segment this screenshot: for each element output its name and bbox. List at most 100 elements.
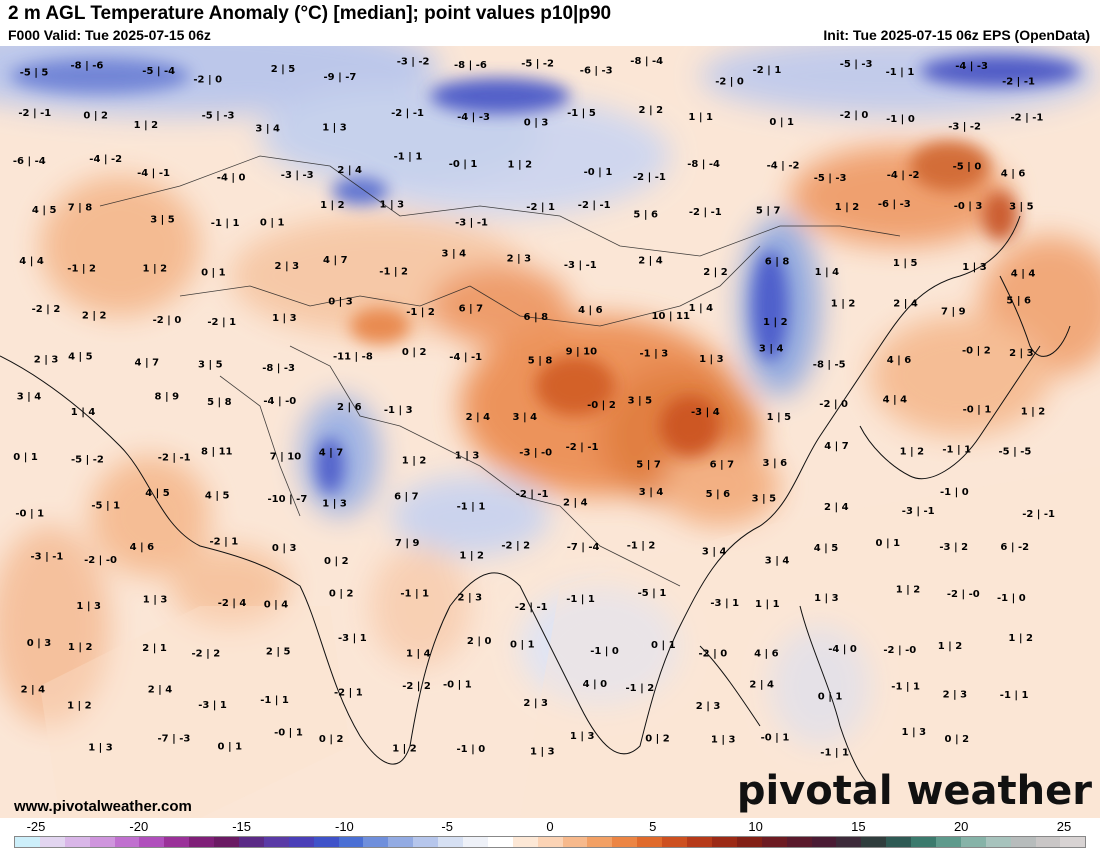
point-value-label: 5 | 6 [706,489,731,500]
colorbar-swatch [563,837,588,847]
point-value-label: -0 | 1 [15,509,44,520]
point-value-label: 2 | 4 [148,685,173,696]
point-value-label: 0 | 1 [13,452,38,463]
point-value-label: -8 | -6 [71,60,104,71]
point-value-label: -3 | -2 [397,57,430,68]
point-value-label: 3 | 4 [442,249,467,260]
colorbar-swatch [737,837,762,847]
point-value-label: -2 | 1 [334,688,363,699]
point-value-label: -8 | -4 [630,56,663,67]
point-value-label: 1 | 2 [1021,407,1046,418]
point-value-label: -6 | -3 [878,199,911,210]
point-value-label: 2 | 2 [82,311,107,322]
colorbar-swatch [936,837,961,847]
point-value-label: 0 | 2 [945,734,970,745]
point-value-label: -2 | -1 [1022,509,1055,520]
point-value-label: 0 | 2 [324,556,349,567]
point-value-label: 5 | 6 [633,210,658,221]
point-value-label: 1 | 3 [455,451,480,462]
point-value-label: 2 | 4 [638,255,663,266]
point-value-label: 3 | 4 [765,556,790,567]
point-value-label: 0 | 3 [272,543,297,554]
point-value-label: 1 | 2 [835,202,860,213]
point-value-label: 0 | 1 [201,268,226,279]
point-value-label: -4 | -1 [137,168,170,179]
point-value-label: -1 | 2 [626,683,655,694]
temperature-anomaly-map[interactable]: -5 | 5 -8 | -6 -5 | -4 -2 | 0 2 | 5 -9 | -7 -3… [0,46,1100,818]
point-value-label: 1 | 2 [831,298,856,309]
point-value-label: -2 | 0 [153,315,182,326]
point-value-label: 1 | 2 [320,200,345,211]
point-value-label: -4 | 0 [217,172,246,183]
point-value-label: 9 | 10 [566,347,598,358]
colorbar-swatch [314,837,339,847]
point-value-label: 0 | 1 [260,217,285,228]
point-value-label: -4 | 0 [828,644,857,655]
point-value-label: -1 | 1 [211,218,240,229]
point-value-label: 7 | 9 [395,538,420,549]
colorbar-swatch [363,837,388,847]
point-value-label: 0 | 4 [264,599,289,610]
valid-time: F000 Valid: Tue 2025-07-15 06z [8,27,211,43]
colorbar-swatch [339,837,364,847]
point-value-label: 1 | 3 [699,354,724,365]
point-value-label: 0 | 1 [510,640,535,651]
point-value-label: 0 | 2 [319,734,344,745]
point-value-label: 3 | 4 [513,412,538,423]
point-value-label: 1 | 5 [893,258,918,269]
colorbar-swatch [762,837,787,847]
point-value-label: 2 | 4 [563,498,588,509]
colorbar-swatch [587,837,612,847]
site-url[interactable]: www.pivotalweather.com [14,798,192,815]
colorbar-swatch [513,837,538,847]
colorbar-tick-label: 25 [1057,819,1071,834]
point-value-label: 4 | 6 [754,649,779,660]
colorbar-swatch [90,837,115,847]
point-value-label: 2 | 4 [21,684,46,695]
point-value-label: 1 | 3 [711,735,736,746]
point-value-label: 3 | 6 [763,458,788,469]
point-value-label: -1 | 0 [590,646,619,657]
point-value-label: 2 | 3 [1009,348,1034,359]
point-value-label: 4 | 5 [205,490,230,501]
colorbar-swatch [413,837,438,847]
point-value-label: 3 | 4 [759,344,784,355]
point-value-label: 6 | -2 [1000,542,1029,553]
point-value-label: 0 | 2 [645,734,670,745]
point-value-label: -2 | -1 [1002,77,1035,88]
point-value-label: -1 | 1 [886,67,915,78]
point-value-label: 1 | 3 [76,601,101,612]
point-value-label: -1 | 3 [640,349,669,360]
init-time: Init: Tue 2025-07-15 06z EPS (OpenData) [823,27,1090,43]
point-value-label: -2 | -1 [578,200,611,211]
point-value-label: 3 | 4 [639,487,664,498]
point-value-label: 2 | 3 [458,593,483,604]
colorbar-tick-label: -15 [232,819,251,834]
point-value-label: 7 | 8 [68,202,93,213]
colorbar-swatch [438,837,463,847]
colorbar-swatch [538,837,563,847]
point-value-label: 2 | 0 [467,636,492,647]
point-value-label: 1 | 1 [755,599,780,610]
point-value-label: 2 | 2 [639,105,664,116]
brand-logo: pivotal weather [737,768,1092,814]
point-value-label: -0 | 1 [449,159,478,170]
point-value-label: -4 | -3 [955,61,988,72]
point-value-label: -0 | 2 [587,400,616,411]
colorbar-tick-label: 20 [954,819,968,834]
point-value-label: -2 | -1 [689,207,722,218]
point-value-label: -2 | 0 [699,648,728,659]
point-value-label: -5 | 0 [953,161,982,172]
point-value-label: 0 | 1 [651,640,676,651]
point-value-label: -0 | 1 [761,733,790,744]
point-value-label: 4 | 6 [578,305,603,316]
point-value-label: -2 | 0 [193,74,222,85]
colorbar-swatch [687,837,712,847]
point-value-label: 3 | 4 [702,547,727,558]
colorbar-tick-label: 10 [748,819,762,834]
point-value-label: -2 | 2 [501,540,530,551]
point-value-label: -5 | -2 [71,455,104,466]
point-value-label: 2 | 4 [337,165,362,176]
point-value-label: -1 | 1 [260,695,289,706]
point-value-label: 0 | 1 [876,538,901,549]
